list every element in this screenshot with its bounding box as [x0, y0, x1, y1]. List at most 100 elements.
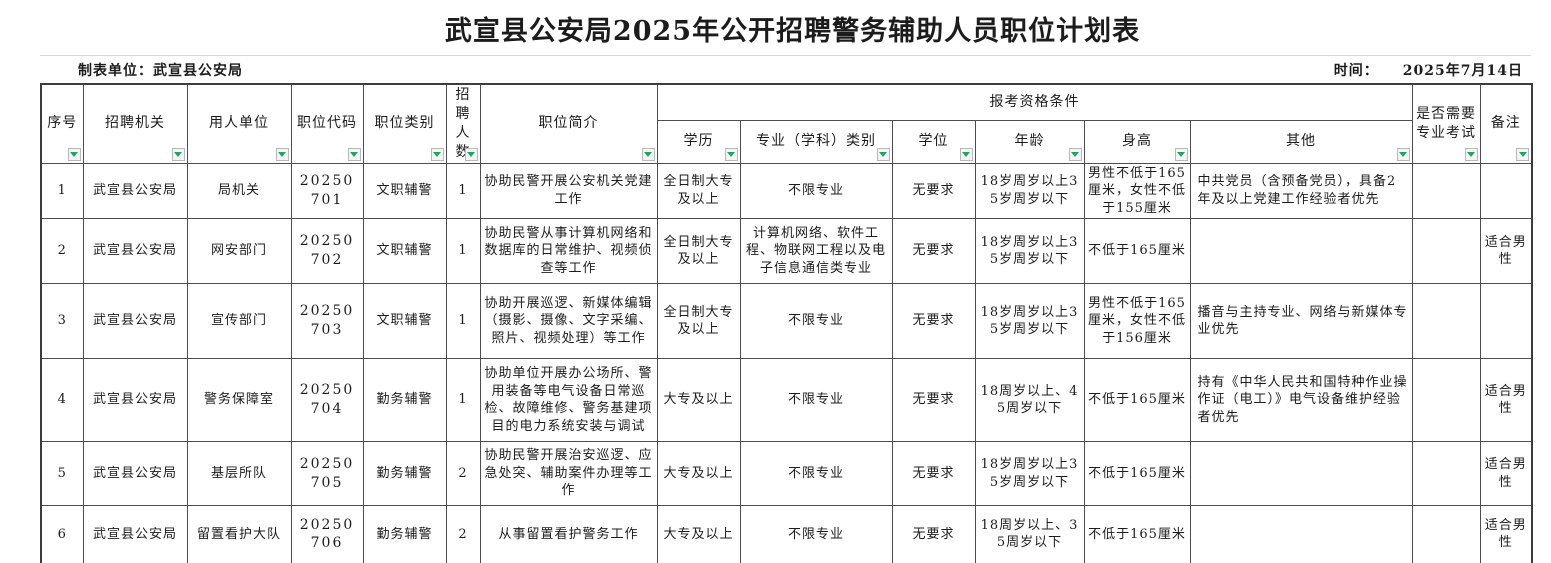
cell-category[interactable]: 勤务辅警: [362, 505, 447, 563]
cell-age[interactable]: 18岁周岁以上35岁周岁以下: [974, 441, 1085, 507]
cell-exam[interactable]: [1411, 358, 1481, 443]
filter-button[interactable]: [1464, 147, 1478, 161]
cell-note[interactable]: 适合男性: [1479, 505, 1533, 563]
cell-education[interactable]: 全日制大专及以上: [656, 162, 741, 220]
filter-button[interactable]: [347, 147, 361, 161]
cell-exam[interactable]: [1411, 505, 1481, 563]
cell-education[interactable]: 全日制大专及以上: [656, 218, 741, 285]
cell-intro[interactable]: 协助民警开展治安巡逻、应急处突、辅助案件办理等工作: [479, 441, 658, 507]
filter-button[interactable]: [1516, 147, 1530, 161]
cell-code[interactable]: 20250705: [290, 441, 364, 507]
cell-code[interactable]: 20250703: [290, 283, 364, 360]
cell-agency[interactable]: 武宣县公安局: [82, 218, 188, 285]
cell-note[interactable]: [1479, 162, 1533, 220]
cell-intro[interactable]: 协助开展巡逻、新媒体编辑（摄影、摄像、文字采编、照片、视频处理）等工作: [479, 283, 658, 360]
filter-button[interactable]: [171, 147, 185, 161]
cell-category[interactable]: 勤务辅警: [362, 441, 447, 507]
cell-category[interactable]: 勤务辅警: [362, 358, 447, 443]
cell-other[interactable]: [1189, 505, 1413, 563]
cell-code[interactable]: 20250701: [290, 162, 364, 220]
cell-count[interactable]: 1: [445, 283, 481, 360]
cell-employer[interactable]: 警务保障室: [186, 358, 292, 443]
filter-button[interactable]: [1396, 147, 1410, 161]
cell-agency[interactable]: 武宣县公安局: [82, 505, 188, 563]
cell-category[interactable]: 文职辅警: [362, 162, 447, 220]
filter-button[interactable]: [430, 147, 444, 161]
cell-count[interactable]: 2: [445, 441, 481, 507]
cell-seq[interactable]: 3: [40, 283, 84, 360]
cell-agency[interactable]: 武宣县公安局: [82, 283, 188, 360]
cell-degree[interactable]: 无要求: [891, 358, 976, 443]
cell-education[interactable]: 大专及以上: [656, 505, 741, 563]
cell-height[interactable]: 不低于165厘米: [1083, 505, 1191, 563]
cell-degree[interactable]: 无要求: [891, 162, 976, 220]
cell-note[interactable]: [1479, 283, 1533, 360]
cell-intro[interactable]: 协助民警从事计算机网络和数据库的日常维护、视频侦查等工作: [479, 218, 658, 285]
cell-height[interactable]: 男性不低于165厘米，女性不低于155厘米: [1083, 162, 1191, 220]
cell-agency[interactable]: 武宣县公安局: [82, 162, 188, 220]
cell-category[interactable]: 文职辅警: [362, 218, 447, 285]
cell-agency[interactable]: 武宣县公安局: [82, 358, 188, 443]
cell-degree[interactable]: 无要求: [891, 283, 976, 360]
cell-note[interactable]: 适合男性: [1479, 441, 1533, 507]
cell-employer[interactable]: 留置看护大队: [186, 505, 292, 563]
cell-code[interactable]: 20250706: [290, 505, 364, 563]
filter-button[interactable]: [67, 147, 81, 161]
cell-count[interactable]: 1: [445, 218, 481, 285]
filter-button[interactable]: [1174, 147, 1188, 161]
cell-education[interactable]: 大专及以上: [656, 358, 741, 443]
cell-major[interactable]: 不限专业: [739, 505, 893, 563]
cell-other[interactable]: 播音与主持专业、网络与新媒体专业优先: [1189, 283, 1413, 360]
cell-intro[interactable]: 从事留置看护警务工作: [479, 505, 658, 563]
cell-exam[interactable]: [1411, 441, 1481, 507]
cell-code[interactable]: 20250702: [290, 218, 364, 285]
cell-count[interactable]: 1: [445, 162, 481, 220]
cell-employer[interactable]: 局机关: [186, 162, 292, 220]
cell-seq[interactable]: 4: [40, 358, 84, 443]
cell-seq[interactable]: 6: [40, 505, 84, 563]
cell-note[interactable]: 适合男性: [1479, 218, 1533, 285]
cell-intro[interactable]: 协助单位开展办公场所、警用装备等电气设备日常巡检、故障维修、警务基建项目的电力系…: [479, 358, 658, 443]
cell-exam[interactable]: [1411, 162, 1481, 220]
cell-exam[interactable]: [1411, 218, 1481, 285]
cell-degree[interactable]: 无要求: [891, 218, 976, 285]
cell-age[interactable]: 18岁周岁以上35岁周岁以下: [974, 283, 1085, 360]
cell-employer[interactable]: 网安部门: [186, 218, 292, 285]
cell-education[interactable]: 大专及以上: [656, 441, 741, 507]
cell-exam[interactable]: [1411, 283, 1481, 360]
cell-age[interactable]: 18周岁以上、45周岁以下: [974, 358, 1085, 443]
cell-other[interactable]: 中共党员（含预备党员），具备2年及以上党建工作经验者优先: [1189, 162, 1413, 220]
cell-other[interactable]: 持有《中华人民共和国特种作业操作证（电工）》电气设备维护经验者优先: [1189, 358, 1413, 443]
cell-major[interactable]: 计算机网络、软件工程、物联网工程以及电子信息通信类专业: [739, 218, 893, 285]
filter-button[interactable]: [641, 147, 655, 161]
cell-employer[interactable]: 宣传部门: [186, 283, 292, 360]
cell-code[interactable]: 20250704: [290, 358, 364, 443]
cell-age[interactable]: 18岁周岁以上35岁周岁以下: [974, 162, 1085, 220]
filter-button[interactable]: [1068, 147, 1082, 161]
cell-height[interactable]: 男性不低于165厘米，女性不低于156厘米: [1083, 283, 1191, 360]
cell-major[interactable]: 不限专业: [739, 162, 893, 220]
filter-button[interactable]: [275, 147, 289, 161]
cell-seq[interactable]: 1: [40, 162, 84, 220]
cell-seq[interactable]: 2: [40, 218, 84, 285]
cell-other[interactable]: [1189, 218, 1413, 285]
cell-major[interactable]: 不限专业: [739, 358, 893, 443]
cell-height[interactable]: 不低于165厘米: [1083, 218, 1191, 285]
cell-seq[interactable]: 5: [40, 441, 84, 507]
cell-age[interactable]: 18岁周岁以上35岁周岁以下: [974, 218, 1085, 285]
cell-degree[interactable]: 无要求: [891, 441, 976, 507]
cell-age[interactable]: 18周岁以上、35周岁以下: [974, 505, 1085, 563]
cell-count[interactable]: 1: [445, 358, 481, 443]
filter-button[interactable]: [876, 147, 890, 161]
cell-note[interactable]: 适合男性: [1479, 358, 1533, 443]
cell-height[interactable]: 不低于165厘米: [1083, 358, 1191, 443]
cell-height[interactable]: 不低于165厘米: [1083, 441, 1191, 507]
cell-employer[interactable]: 基层所队: [186, 441, 292, 507]
filter-button[interactable]: [959, 147, 973, 161]
cell-intro[interactable]: 协助民警开展公安机关党建工作: [479, 162, 658, 220]
cell-major[interactable]: 不限专业: [739, 283, 893, 360]
filter-button[interactable]: [724, 147, 738, 161]
cell-other[interactable]: [1189, 441, 1413, 507]
cell-education[interactable]: 全日制大专及以上: [656, 283, 741, 360]
cell-major[interactable]: 不限专业: [739, 441, 893, 507]
